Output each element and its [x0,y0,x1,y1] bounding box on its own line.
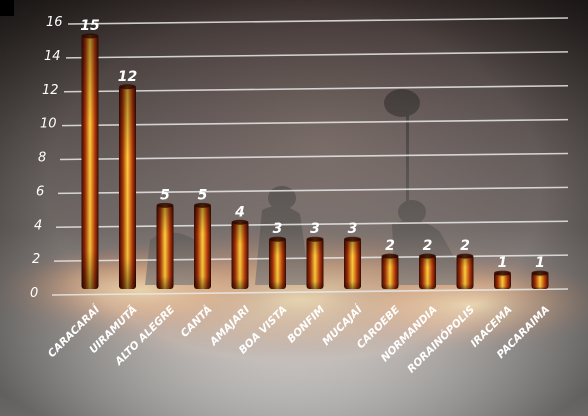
data-label-12: 1 [535,255,545,271]
bar-amajari [231,219,249,289]
y-tick-label-12: 12 [42,83,59,98]
bar-caroebe [381,253,399,289]
y-tick-label-10: 10 [40,117,57,132]
data-label-7: 3 [348,221,358,237]
y-tick-label-6: 6 [36,184,44,199]
y-tick-label-4: 4 [34,218,42,233]
y-tick-label-2: 2 [32,252,40,267]
y-tick-label-14: 14 [44,49,61,64]
gridlines [51,17,569,296]
gridline-10 [61,118,569,127]
data-label-0: 15 [80,18,100,34]
data-label-11: 1 [498,255,508,271]
bar-iracema [494,270,511,289]
gridline-6 [57,186,569,195]
bar-uiramut- [119,84,136,289]
bar-rorain-polis [456,253,474,289]
y-axis-tick-labels: 0 2 4 6 8 10 12 14 16 [30,15,63,301]
data-label-1: 12 [118,69,137,85]
bar-alto-alegre [156,202,174,289]
gridline-12 [63,84,569,93]
bar-normandia [419,253,436,289]
category-label-3: CANTÁ [178,303,215,340]
category-label-10: RORAINÓPOLIS [405,303,478,376]
bar-mucaja- [344,236,361,289]
bar-pacaraima [531,270,549,289]
gridline-16 [67,17,569,25]
data-label-2: 5 [160,187,170,203]
y-tick-label-16: 16 [46,15,63,30]
data-label-4: 4 [234,204,245,220]
bar-bonfim [306,236,324,289]
bar-caracara- [81,33,99,289]
bar-boa-vista [269,236,286,289]
bar-cant- [194,202,211,289]
data-label-10: 2 [460,238,470,254]
y-tick-label-0: 0 [30,286,38,301]
data-label-8: 2 [385,238,395,254]
gridline-0 [51,288,569,296]
gridline-8 [59,152,569,161]
data-label-6: 3 [310,221,320,237]
gridline-14 [65,51,569,59]
data-labels: 15 12 5 5 4 3 3 3 2 2 2 1 1 [80,18,545,271]
gridline-4 [55,220,569,229]
data-label-3: 5 [198,187,208,203]
bars [81,33,549,289]
y-tick-label-8: 8 [38,151,46,166]
data-label-5: 3 [273,221,283,237]
data-label-9: 2 [423,238,433,254]
